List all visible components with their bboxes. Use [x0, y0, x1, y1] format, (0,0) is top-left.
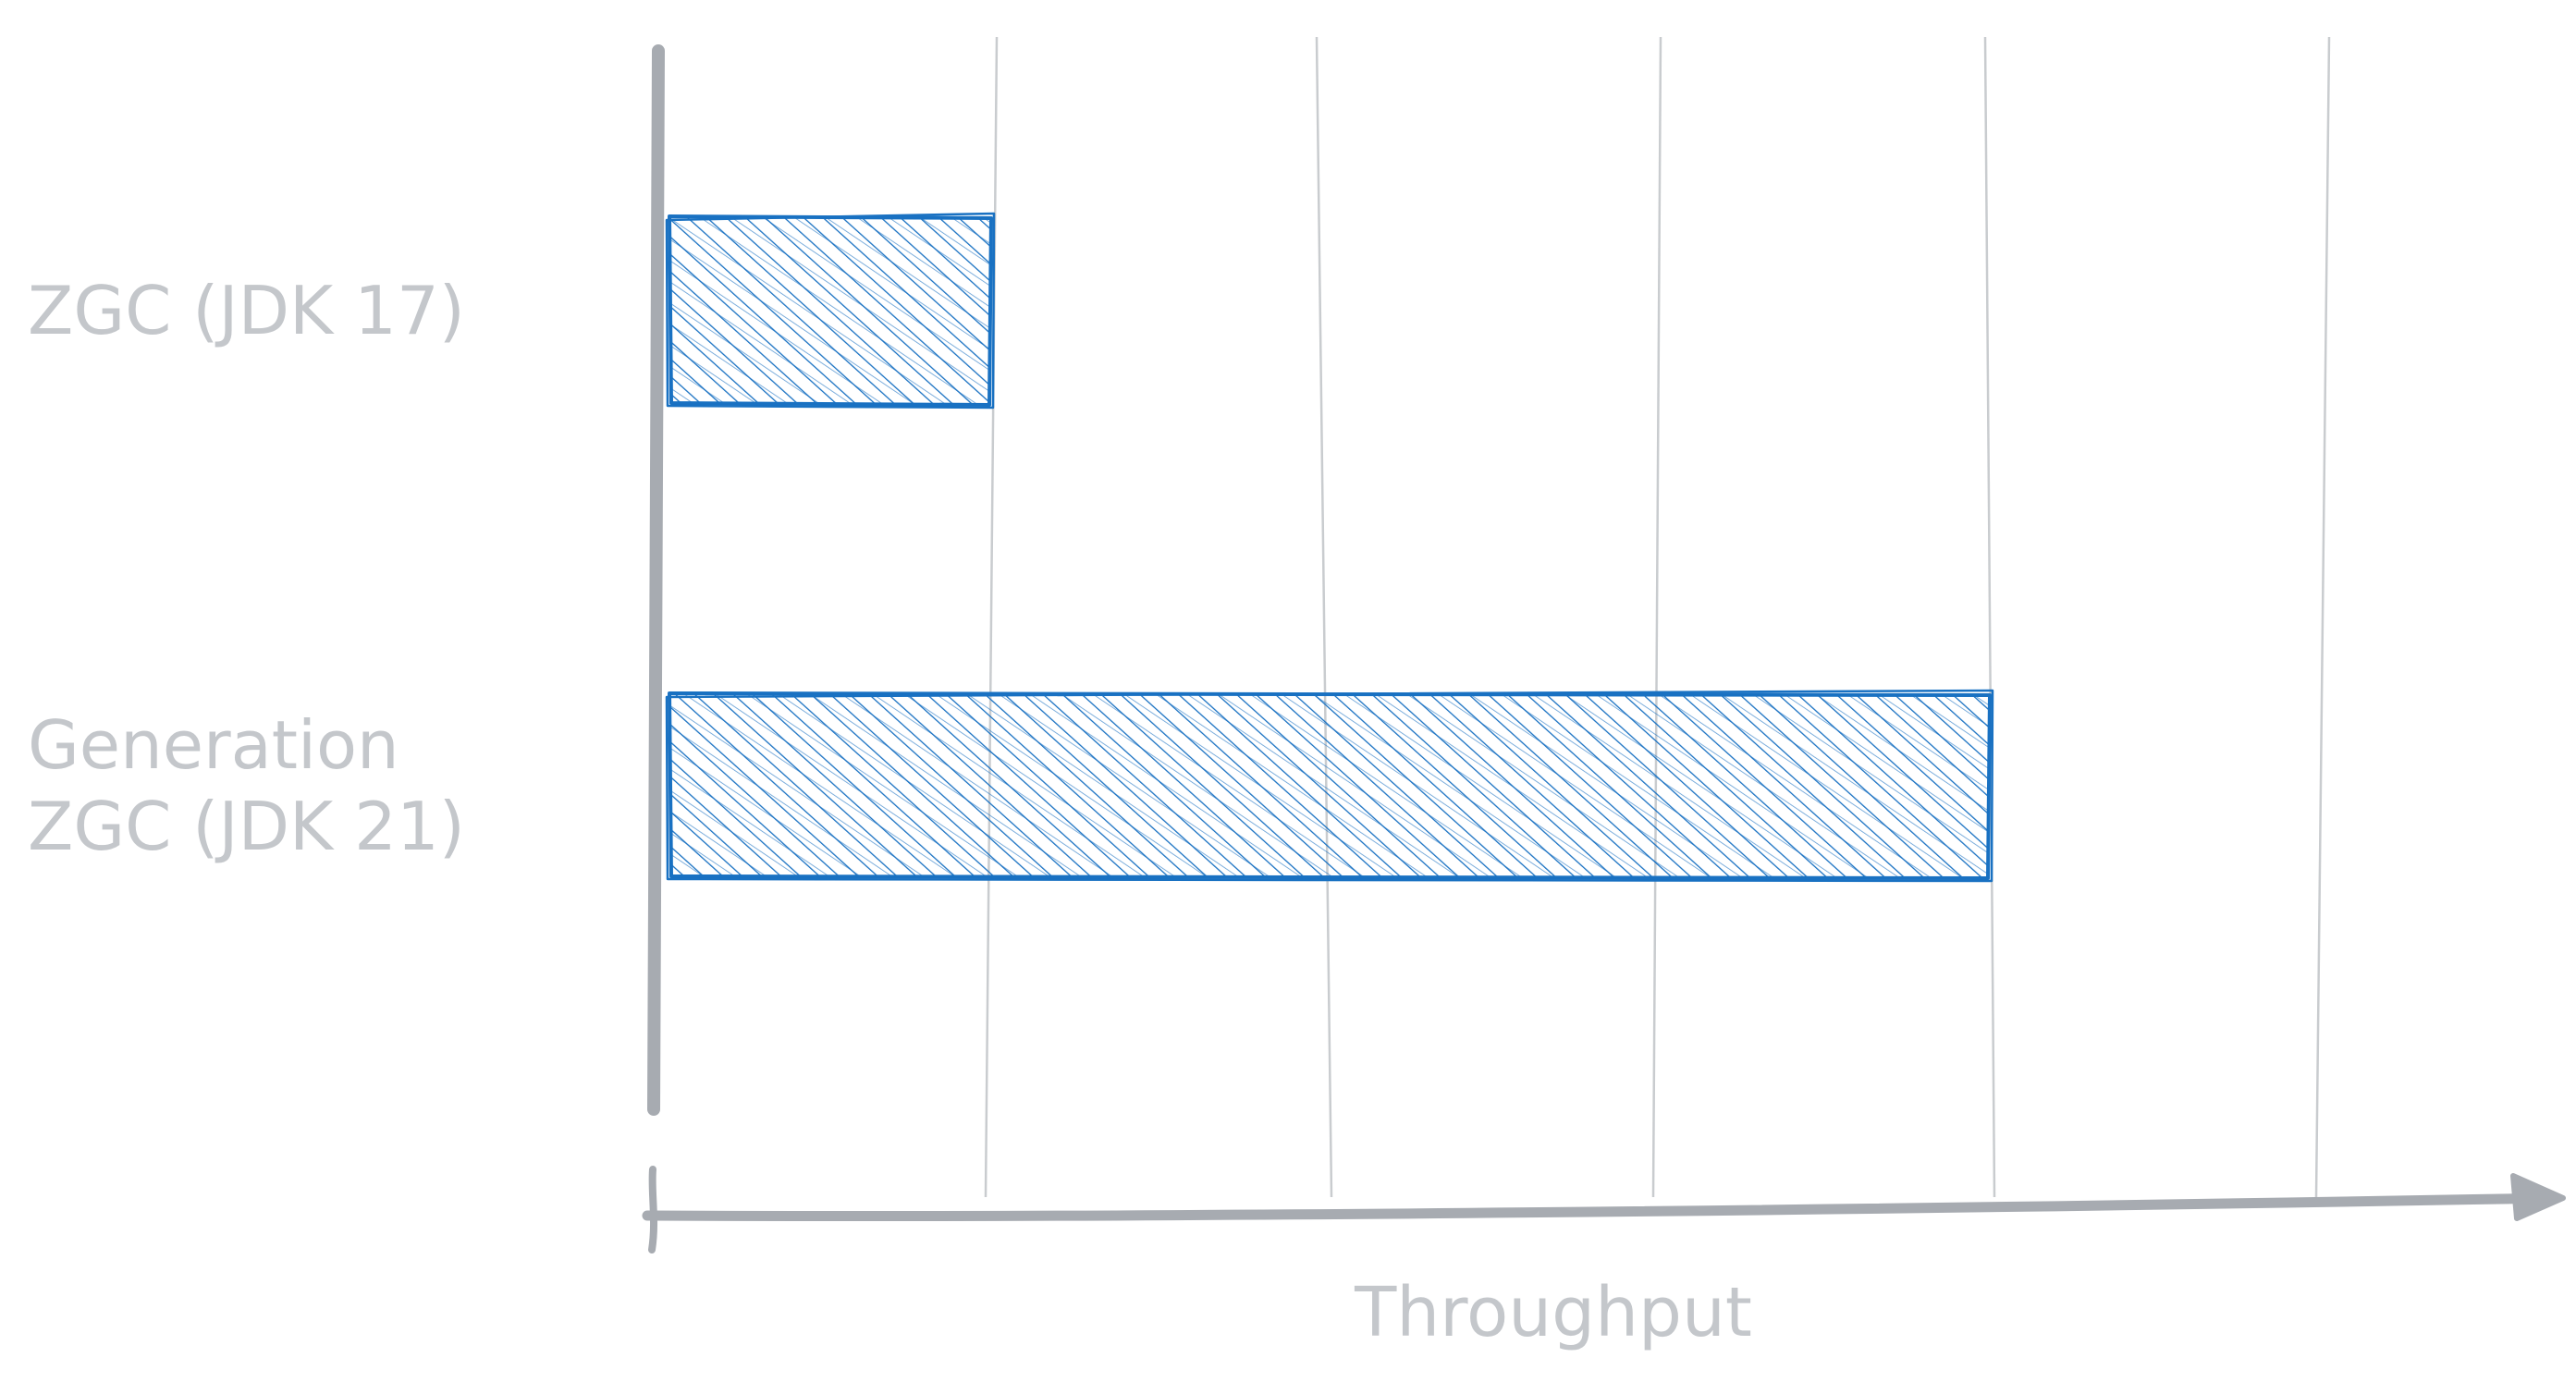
x-axis-start-tick [648, 1166, 658, 1253]
grid-line [1315, 36, 1333, 1198]
grid-line [1983, 36, 1996, 1198]
grid-line [984, 36, 999, 1198]
bar-hatch-overlay [669, 693, 1990, 878]
bar-hatch-overlay [669, 216, 991, 405]
x-axis-arrowhead [2510, 1173, 2566, 1221]
grid-line [2314, 36, 2331, 1198]
grid-lines [984, 36, 2331, 1198]
bar-outline-sketch [665, 689, 1994, 883]
labels: ZGC (JDK 17) Generation ZGC (JDK 21) Throug… [28, 272, 1752, 1352]
grid-line [1651, 36, 1662, 1198]
x-axis-label: Throughput [1354, 1273, 1752, 1352]
bar [668, 691, 1992, 880]
x-axis-line [642, 1192, 2558, 1222]
bar [668, 214, 993, 407]
axes [642, 44, 2566, 1253]
bars [665, 212, 1994, 883]
bar-outline-sketch [665, 212, 996, 410]
category-label: Generation ZGC (JDK 21) [28, 706, 465, 865]
category-label: ZGC (JDK 17) [28, 272, 465, 349]
y-axis-line [647, 44, 665, 1116]
